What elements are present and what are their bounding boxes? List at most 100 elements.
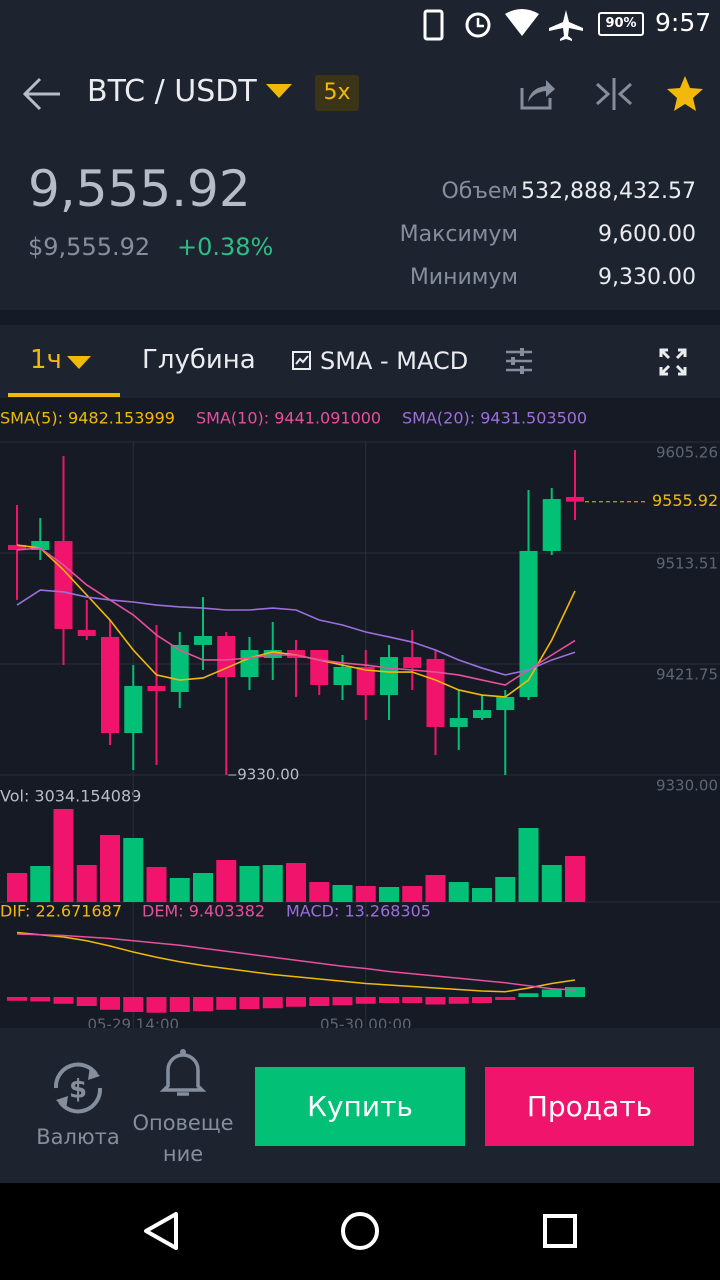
fullscreen-button[interactable] [658, 347, 688, 377]
candle-body [31, 541, 50, 550]
volume-bar [402, 886, 423, 902]
stat-values: 532,888,432.57 9,600.00 9,330.00 [520, 170, 696, 299]
candle-body [403, 657, 422, 669]
sma-legend: SMA(20): 9431.503500 [402, 409, 587, 428]
nav-recent[interactable] [543, 1214, 577, 1248]
macd-bar [146, 997, 167, 1013]
volume-bar [30, 865, 51, 902]
alert-button[interactable]: Оповеще ние [123, 1108, 243, 1170]
interval-tab[interactable]: 1ч [30, 345, 62, 375]
volume-bar [565, 855, 585, 902]
macd-bar [565, 987, 585, 997]
macd-bar [193, 997, 213, 1012]
macd-bar [379, 997, 399, 1003]
candle-body [473, 710, 491, 719]
candle-body [77, 629, 96, 636]
buy-button[interactable]: Купить [255, 1067, 465, 1146]
favorite-button[interactable] [665, 74, 705, 114]
clock: 9:57 [655, 8, 712, 37]
macd-bar [169, 997, 190, 1012]
volume-bar [216, 860, 237, 902]
stat-labels: Объем Максимум Минимум [380, 170, 518, 299]
back-button[interactable] [20, 74, 65, 114]
macd-bar [541, 989, 562, 997]
macd-bar [100, 997, 120, 1010]
macd-bar [7, 997, 27, 1001]
alert-label: Оповеще [132, 1111, 234, 1135]
candle-body [263, 650, 282, 659]
candle-body [287, 650, 305, 659]
volume-bar [379, 887, 399, 902]
tab-underline [8, 393, 120, 397]
pair-dropdown[interactable] [266, 84, 292, 100]
stat-value: 9,330.00 [598, 265, 696, 290]
share-button[interactable] [518, 76, 558, 112]
settings-button[interactable] [504, 346, 534, 376]
volume-bar [169, 877, 190, 902]
stat-value: 9,600.00 [598, 222, 696, 247]
stat-label: Максимум [399, 222, 518, 247]
sell-button[interactable]: Продать [485, 1067, 694, 1146]
last-price-label: 9555.92 [652, 491, 718, 510]
currency-button[interactable]: Валюта [36, 1125, 120, 1149]
candle-body [240, 650, 259, 678]
nav-home[interactable] [341, 1212, 379, 1250]
volume-bar [425, 874, 446, 902]
separator [0, 310, 720, 325]
candle-body [101, 636, 119, 734]
interval-dropdown[interactable] [67, 356, 91, 370]
battery: 90% [598, 12, 644, 36]
candle-body [194, 635, 212, 645]
stat-value: 532,888,432.57 [521, 179, 696, 204]
leverage-badge: 5x [315, 75, 359, 111]
y-tick-label: 9330.00 [656, 777, 718, 795]
volume-bar [193, 872, 213, 902]
volume-bar [286, 863, 306, 902]
price-change: +0.38% [177, 233, 274, 261]
macd-bar [425, 997, 446, 1005]
svg-text:$: $ [69, 1075, 87, 1105]
macd-bar [239, 997, 260, 1009]
macd-legend: DIF: 22.671687 [0, 902, 122, 921]
macd-bar [76, 997, 97, 1006]
nav-back[interactable] [144, 1212, 178, 1250]
volume-bar [541, 865, 562, 902]
x-tick-label: 05-29 14:00 [87, 1016, 179, 1029]
stat-label: Объем [441, 179, 518, 204]
candle-body [124, 685, 143, 734]
y-tick-label: 9513.51 [656, 554, 718, 572]
macd-bar [216, 997, 237, 1010]
macd-bar [30, 997, 51, 1002]
macd-legend: DEM: 9.403382 [142, 902, 265, 921]
candle-body [519, 550, 538, 697]
macd-bar [472, 997, 492, 1003]
macd-line [16, 933, 576, 991]
sma-legend: SMA(5): 9482.153999 [0, 409, 175, 428]
volume-bar [309, 882, 330, 902]
currency-icon[interactable]: $ [46, 1060, 110, 1116]
candle-body [333, 666, 352, 685]
volume-bar [262, 865, 283, 902]
fiat-price: $9,555.92 [28, 233, 151, 261]
candle-body [426, 658, 445, 727]
x-tick-label: 05-30 00:00 [320, 1016, 412, 1029]
stat-label: Минимум [409, 265, 518, 290]
volume-bar [448, 882, 469, 902]
indicator-tab[interactable]: SMA - MACD [320, 347, 469, 375]
candle-body [380, 657, 398, 696]
status-icons [423, 9, 583, 41]
candle-body [147, 685, 166, 692]
sma-line [16, 589, 576, 676]
depth-tab[interactable]: Глубина [142, 345, 256, 375]
macd-bar [53, 997, 74, 1004]
status-bar: 90% 9:57 [0, 0, 720, 50]
compare-button[interactable] [594, 76, 634, 112]
candle-body [8, 545, 26, 550]
candle-body [566, 496, 584, 502]
alert-icon[interactable] [160, 1048, 206, 1098]
pair-title[interactable]: BTC / USDT [87, 74, 257, 109]
last-price: 9,555.92 [28, 160, 251, 218]
macd-bar [332, 997, 353, 1006]
